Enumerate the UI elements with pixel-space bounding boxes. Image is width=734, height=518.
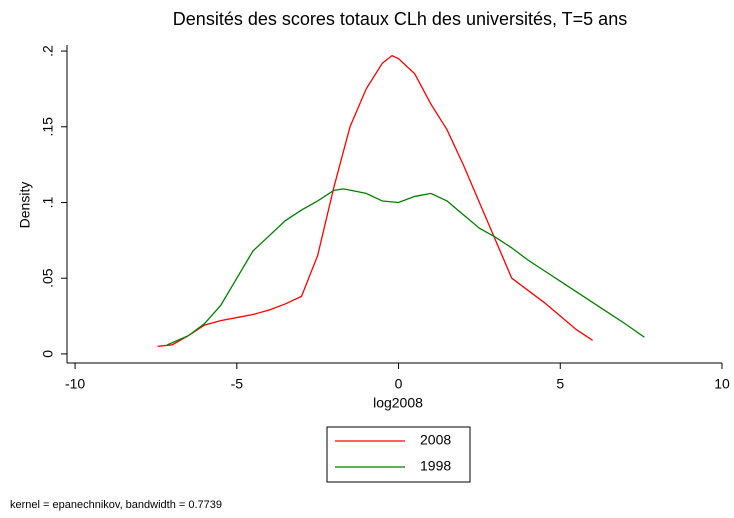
y-tick-label: .1 [40,196,56,208]
x-tick-label: -5 [231,376,244,392]
y-tick-label: .2 [40,45,56,57]
y-tick-label: .15 [40,117,56,137]
y-axis-label: Density [17,182,33,229]
y-tick-label: 0 [40,350,56,358]
note: kernel = epanechnikov, bandwidth = 0.773… [10,499,222,511]
x-tick-label: 10 [714,376,730,392]
legend-label: 1998 [420,458,451,474]
x-tick-label: 5 [556,376,564,392]
chart-title: Densités des scores totaux CLh des unive… [173,9,627,29]
legend-box [326,426,471,483]
x-tick-label: 0 [395,376,403,392]
y-tick-label: .05 [40,268,56,288]
legend-label: 2008 [420,432,451,448]
line-series [167,188,645,346]
x-tick-label: -10 [65,376,85,392]
x-axis-label: log2008 [373,395,423,411]
line-series [157,54,593,347]
